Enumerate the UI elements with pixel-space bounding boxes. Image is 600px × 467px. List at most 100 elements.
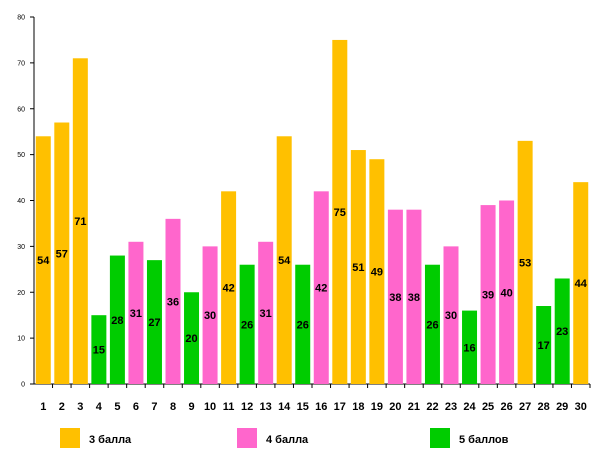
legend-label: 4 балла xyxy=(266,434,309,446)
bar-5 xyxy=(109,255,125,384)
data-label-4: 15 xyxy=(93,345,105,357)
bar-24 xyxy=(462,310,478,384)
data-label-6: 31 xyxy=(130,308,142,320)
data-label-20: 38 xyxy=(389,292,401,304)
x-tick-label: 19 xyxy=(371,401,383,413)
data-label-24: 16 xyxy=(463,342,475,354)
bar-25 xyxy=(480,205,496,384)
legend-item-g5: 5 баллов xyxy=(430,428,509,448)
data-label-12: 26 xyxy=(241,319,253,331)
bar-20 xyxy=(387,209,403,384)
data-labels: 54 57 71 15 28 31 27 36 20 30 42 26 31 54 26 42 75 51 49 38… xyxy=(37,207,588,357)
x-tick-label: 11 xyxy=(223,401,235,413)
bar-18 xyxy=(350,150,366,384)
bar-14 xyxy=(276,136,292,384)
data-label-8: 36 xyxy=(167,296,179,308)
x-tick-label: 6 xyxy=(133,401,139,413)
x-tick-label: 26 xyxy=(500,401,512,413)
y-tick-label: 60 xyxy=(17,106,25,113)
x-tick-label: 16 xyxy=(315,401,327,413)
data-label-29: 23 xyxy=(556,326,568,338)
legend-swatch xyxy=(60,428,80,448)
bar-3 xyxy=(72,58,88,384)
data-label-21: 38 xyxy=(408,292,420,304)
legend-item-g3: 3 балла xyxy=(60,428,132,448)
bar-10 xyxy=(202,246,218,384)
data-label-19: 49 xyxy=(371,267,383,279)
y-tick-label: 40 xyxy=(17,198,25,205)
bar-30 xyxy=(573,182,589,384)
data-label-17: 75 xyxy=(334,207,346,219)
bar-12 xyxy=(239,264,255,384)
bar-19 xyxy=(369,159,385,384)
x-tick-label: 21 xyxy=(408,401,420,413)
bar-28 xyxy=(536,306,552,384)
legend: 3 балла 4 балла 5 баллов xyxy=(60,428,509,448)
y-tick-label: 70 xyxy=(17,60,25,67)
x-tick-label: 17 xyxy=(334,401,346,413)
x-tick-label: 27 xyxy=(519,401,531,413)
data-label-13: 31 xyxy=(260,308,272,320)
y-tick-label: 0 xyxy=(21,382,25,389)
x-tick-label: 18 xyxy=(352,401,364,413)
data-label-28: 17 xyxy=(538,340,550,352)
bar-16 xyxy=(313,191,329,384)
x-tick-label: 29 xyxy=(556,401,568,413)
x-tick-label: 30 xyxy=(575,401,587,413)
x-tick-label: 5 xyxy=(114,401,120,413)
bar-21 xyxy=(406,209,422,384)
bar-11 xyxy=(221,191,237,384)
x-tick-label: 14 xyxy=(278,401,291,413)
x-tick-label: 8 xyxy=(170,401,176,413)
data-label-2: 57 xyxy=(56,248,68,260)
bar-29 xyxy=(554,278,570,384)
data-label-14: 54 xyxy=(278,255,291,267)
bar-7 xyxy=(146,260,162,384)
bar-4 xyxy=(91,315,107,384)
data-label-16: 42 xyxy=(315,283,327,295)
x-tick-label: 13 xyxy=(260,401,272,413)
data-label-5: 28 xyxy=(111,315,123,327)
data-label-25: 39 xyxy=(482,290,494,302)
legend-item-g4: 4 балла xyxy=(237,428,309,448)
legend-swatch xyxy=(237,428,257,448)
data-label-10: 30 xyxy=(204,310,216,322)
bar-15 xyxy=(295,264,311,384)
legend-label: 5 баллов xyxy=(459,434,509,446)
data-label-7: 27 xyxy=(148,317,160,329)
data-label-27: 53 xyxy=(519,257,531,269)
x-tick-label: 2 xyxy=(59,401,65,413)
x-tick-label: 28 xyxy=(538,401,550,413)
data-label-3: 71 xyxy=(74,216,86,228)
bar-17 xyxy=(332,39,348,384)
data-label-26: 40 xyxy=(500,287,512,299)
legend-label: 3 балла xyxy=(89,434,132,446)
data-label-1: 54 xyxy=(37,255,50,267)
x-tick-label: 15 xyxy=(297,401,309,413)
bar-8 xyxy=(165,218,181,384)
bar-23 xyxy=(443,246,459,384)
bar-6 xyxy=(128,241,144,384)
x-tick-label: 7 xyxy=(151,401,157,413)
x-tick-label: 25 xyxy=(482,401,494,413)
y-tick-label: 80 xyxy=(17,15,25,22)
data-label-23: 30 xyxy=(445,310,457,322)
x-tick-label: 24 xyxy=(463,401,476,413)
y-tick-label: 20 xyxy=(17,290,25,297)
bar-26 xyxy=(499,200,515,384)
y-tick-label: 50 xyxy=(17,152,25,159)
data-label-9: 20 xyxy=(185,333,197,345)
y-tick-label: 10 xyxy=(17,336,25,343)
data-label-30: 44 xyxy=(575,278,588,290)
x-tick-label: 23 xyxy=(445,401,457,413)
bar-9 xyxy=(184,292,200,384)
data-label-15: 26 xyxy=(297,319,309,331)
x-tick-label: 9 xyxy=(188,401,194,413)
x-tick-label: 1 xyxy=(40,401,46,413)
bar-22 xyxy=(424,264,440,384)
bars xyxy=(35,39,589,384)
legend-swatch xyxy=(430,428,450,448)
